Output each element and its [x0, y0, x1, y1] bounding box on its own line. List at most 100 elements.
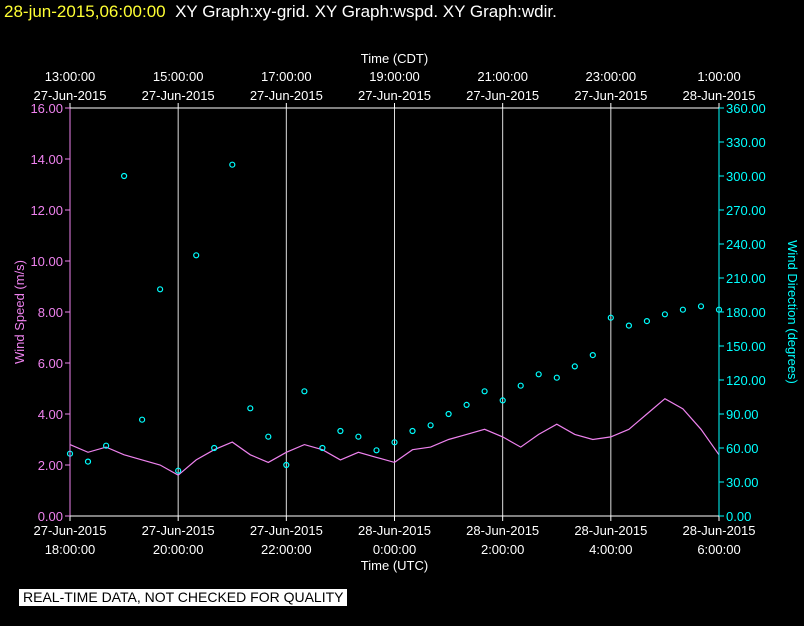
wind-direction-point	[589, 352, 596, 359]
wind-direction-point	[445, 410, 452, 418]
wind-direction-point	[355, 433, 362, 440]
chart-header: 28-jun-2015,06:00:00 XY Graph:xy-grid. X…	[4, 2, 557, 22]
wind-direction-point	[175, 467, 182, 474]
right-tick-label: 90.00	[726, 407, 759, 422]
wind-direction-point	[553, 374, 560, 381]
grid-lines	[177, 108, 612, 516]
right-tick-label: 120.00	[726, 373, 766, 388]
graph-list: XY Graph:xy-grid. XY Graph:wspd. XY Grap…	[175, 2, 557, 21]
top-tick-time: 15:00:00	[153, 69, 204, 84]
wind-direction-point	[319, 444, 326, 452]
wind-direction-series	[66, 161, 723, 474]
bottom-tick-date: 28-Jun-2015	[358, 523, 431, 538]
wind-direction-point	[120, 172, 128, 180]
right-tick-label: 270.00	[726, 203, 766, 218]
bottom-tick-date: 27-Jun-2015	[142, 523, 215, 538]
wind-direction-point	[697, 303, 705, 310]
top-tick-time: 13:00:00	[45, 69, 96, 84]
wind-direction-point	[139, 416, 146, 423]
bottom-tick-date: 27-Jun-2015	[250, 523, 323, 538]
wind-direction-point	[481, 388, 488, 395]
top-tick-time: 23:00:00	[586, 69, 637, 84]
left-tick-label: 16.00	[30, 101, 63, 116]
wind-direction-point	[517, 382, 524, 389]
wind-direction-point	[679, 306, 687, 313]
wind-direction-point	[499, 397, 506, 404]
left-tick-label: 0.00	[38, 509, 63, 524]
top-tick-date: 27-Jun-2015	[250, 88, 323, 103]
wind-direction-point	[571, 363, 578, 370]
wind-direction-point	[337, 427, 344, 435]
right-axis-title: Wind Direction (degrees)	[785, 240, 800, 384]
top-tick-date: 27-Jun-2015	[358, 88, 431, 103]
axes	[65, 103, 724, 521]
top-axis-title: Time (CDT)	[361, 51, 428, 66]
right-tick-label: 330.00	[726, 135, 766, 150]
wind-direction-point	[157, 286, 164, 293]
bottom-axis-title: Time (UTC)	[361, 558, 428, 573]
wind-direction-point	[409, 427, 416, 435]
wind-direction-point	[661, 311, 669, 318]
right-tick-label: 30.00	[726, 475, 759, 490]
top-tick-date: 27-Jun-2015	[466, 88, 539, 103]
wind-direction-point	[301, 388, 308, 395]
wind-direction-point	[247, 405, 254, 412]
top-tick-time: 1:00:00	[697, 69, 740, 84]
left-tick-label: 12.00	[30, 203, 63, 218]
wind-speed-line	[69, 397, 720, 476]
wind-direction-point	[102, 442, 110, 449]
wind-direction-point	[625, 322, 633, 329]
right-tick-label: 240.00	[726, 237, 766, 252]
wind-direction-point	[391, 439, 398, 446]
top-tick-time: 21:00:00	[477, 69, 528, 84]
right-tick-label: 60.00	[726, 441, 759, 456]
top-tick-date: 28-Jun-2015	[683, 88, 756, 103]
left-tick-label: 14.00	[30, 152, 63, 167]
axis-labels: 27-Jun-2015 18:00:00 13:00:00 27-Jun-2015 27…	[12, 51, 800, 573]
timestamp: 28-jun-2015,06:00:00	[4, 2, 166, 21]
top-tick-time: 17:00:00	[261, 69, 312, 84]
bottom-tick-date: 28-Jun-2015	[574, 523, 647, 538]
bottom-tick-date: 28-Jun-2015	[683, 523, 756, 538]
right-tick-label: 180.00	[726, 305, 766, 320]
wind-direction-point	[229, 161, 236, 168]
top-tick-date: 27-Jun-2015	[574, 88, 647, 103]
bottom-tick-time: 6:00:00	[697, 542, 740, 557]
wind-direction-point	[373, 447, 380, 454]
bottom-tick-time: 0:00:00	[373, 542, 416, 557]
left-tick-label: 2.00	[38, 458, 63, 473]
bottom-tick-time: 20:00:00	[153, 542, 204, 557]
bottom-tick-date: 28-Jun-2015	[466, 523, 539, 538]
right-tick-label: 300.00	[726, 169, 766, 184]
right-tick-label: 360.00	[726, 101, 766, 116]
left-tick-label: 10.00	[30, 254, 63, 269]
wind-direction-point	[463, 401, 470, 408]
wind-direction-point	[643, 318, 651, 325]
wind-direction-point	[427, 422, 434, 429]
bottom-tick-date: 27-Jun-2015	[34, 523, 107, 538]
quality-notice: REAL-TIME DATA, NOT CHECKED FOR QUALITY	[19, 589, 348, 606]
wind-direction-point	[283, 461, 290, 469]
bottom-tick-time: 2:00:00	[481, 542, 524, 557]
wind-direction-point	[193, 252, 200, 259]
top-tick-date: 27-Jun-2015	[34, 88, 107, 103]
bottom-tick-time: 22:00:00	[261, 542, 312, 557]
left-tick-label: 6.00	[38, 356, 63, 371]
right-tick-label: 210.00	[726, 271, 766, 286]
left-axis-title: Wind Speed (m/s)	[12, 260, 27, 364]
top-tick-date: 27-Jun-2015	[142, 88, 215, 103]
left-tick-label: 4.00	[38, 407, 63, 422]
left-tick-label: 8.00	[38, 305, 63, 320]
wind-speed-series	[69, 397, 720, 476]
wind-direction-point	[607, 314, 614, 321]
wind-direction-point	[265, 433, 272, 440]
wind-direction-point	[211, 444, 218, 452]
wind-direction-point	[84, 458, 92, 465]
wind-direction-point	[535, 371, 542, 378]
right-tick-label: 0.00	[726, 509, 751, 524]
top-tick-time: 19:00:00	[369, 69, 420, 84]
bottom-tick-time: 4:00:00	[589, 542, 632, 557]
right-tick-label: 150.00	[726, 339, 766, 354]
bottom-tick-time: 18:00:00	[45, 542, 96, 557]
